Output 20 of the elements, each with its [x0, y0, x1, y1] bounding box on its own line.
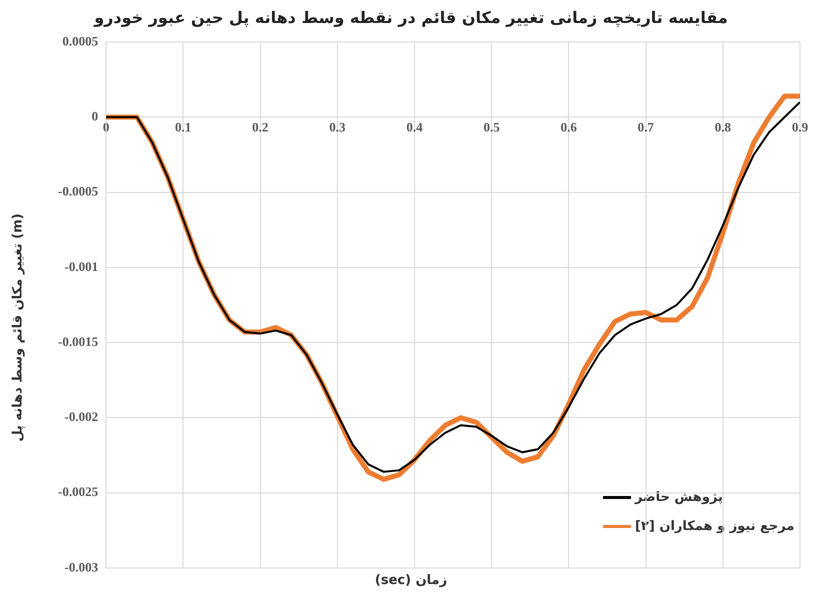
y-tick-label: -0.003 — [64, 559, 99, 574]
x-tick-label: 0.8 — [714, 119, 732, 134]
x-tick-label: 0.3 — [329, 119, 346, 134]
x-tick-label: 0.6 — [560, 119, 578, 134]
y-axis-title: تغییر مکان قائم وسط دهانه پل (m) — [10, 212, 26, 444]
y-tick-label: -0.001 — [64, 258, 98, 274]
chart-title: مقایسه تاریخچه زمانی تغییر مکان قائم در نقطه وسط دهانه پل حین عبور خودرو — [92, 8, 729, 27]
y-tick-label: -0.0005 — [58, 184, 99, 199]
y-tick-label: -0.0015 — [58, 334, 99, 349]
x-axis-title: زمان (sec) — [374, 573, 448, 588]
y-tick-label: 0.0005 — [62, 33, 99, 48]
y-tick-label: 0 — [92, 108, 98, 124]
x-tick-label: 0.1 — [175, 119, 192, 134]
y-tick-label: -0.0025 — [58, 484, 99, 500]
x-tick-label: 0.2 — [252, 119, 268, 134]
x-tick-label: 0.9 — [792, 119, 809, 134]
x-tick-label: 0.4 — [406, 119, 424, 134]
y-tick-label: -0.002 — [64, 409, 98, 424]
x-tick-label: 0.5 — [483, 119, 500, 134]
x-tick-label: 0.7 — [638, 119, 654, 134]
